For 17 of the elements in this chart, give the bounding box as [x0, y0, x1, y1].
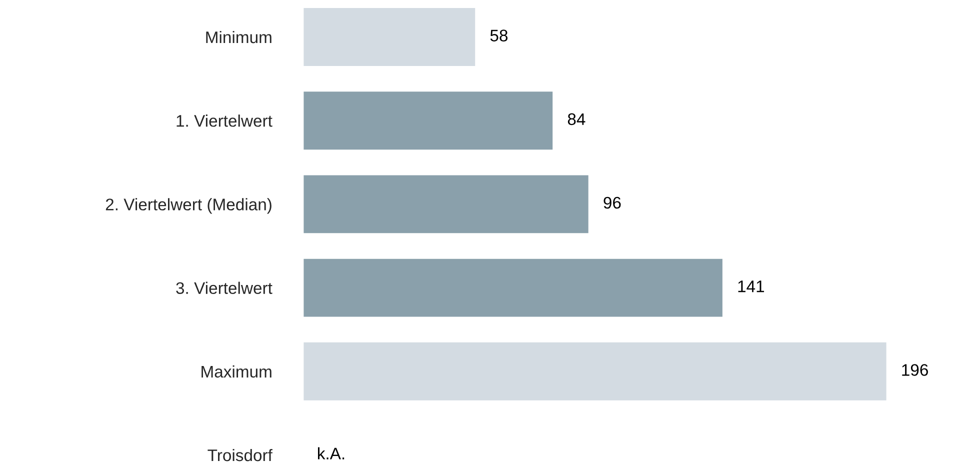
bar: [303, 90, 554, 151]
y-tick-label: Troisdorf: [208, 448, 272, 462]
y-tick-label: Minimum: [206, 30, 272, 44]
data-label: 96: [604, 196, 621, 209]
data-label: 84: [568, 113, 586, 126]
text: k.A.: [318, 447, 344, 460]
y-tick-label: 1. Viertelwert: [176, 114, 272, 127]
y-tick-label: 2. Viertelwert (Median): [106, 198, 272, 214]
y-tick-label: Maximum: [202, 365, 272, 378]
data-label: 196: [902, 364, 928, 376]
bar: [303, 341, 887, 402]
bar: [303, 257, 724, 318]
bar: [303, 6, 477, 68]
bar: [303, 174, 590, 235]
y-tick-label: 3. Viertelwert: [176, 282, 272, 294]
data-label: 58: [490, 30, 508, 42]
data-label: 141: [738, 280, 764, 292]
